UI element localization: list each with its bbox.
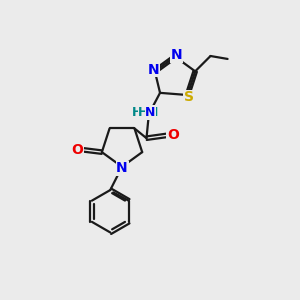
Text: N: N bbox=[170, 48, 182, 62]
Text: N: N bbox=[116, 161, 128, 175]
Text: S: S bbox=[184, 90, 194, 104]
Text: N: N bbox=[145, 106, 155, 119]
Text: H: H bbox=[132, 106, 142, 119]
Text: O: O bbox=[71, 143, 83, 157]
Text: O: O bbox=[167, 128, 179, 142]
Text: N: N bbox=[148, 106, 158, 119]
Text: N: N bbox=[148, 62, 160, 76]
Text: H: H bbox=[138, 106, 149, 119]
